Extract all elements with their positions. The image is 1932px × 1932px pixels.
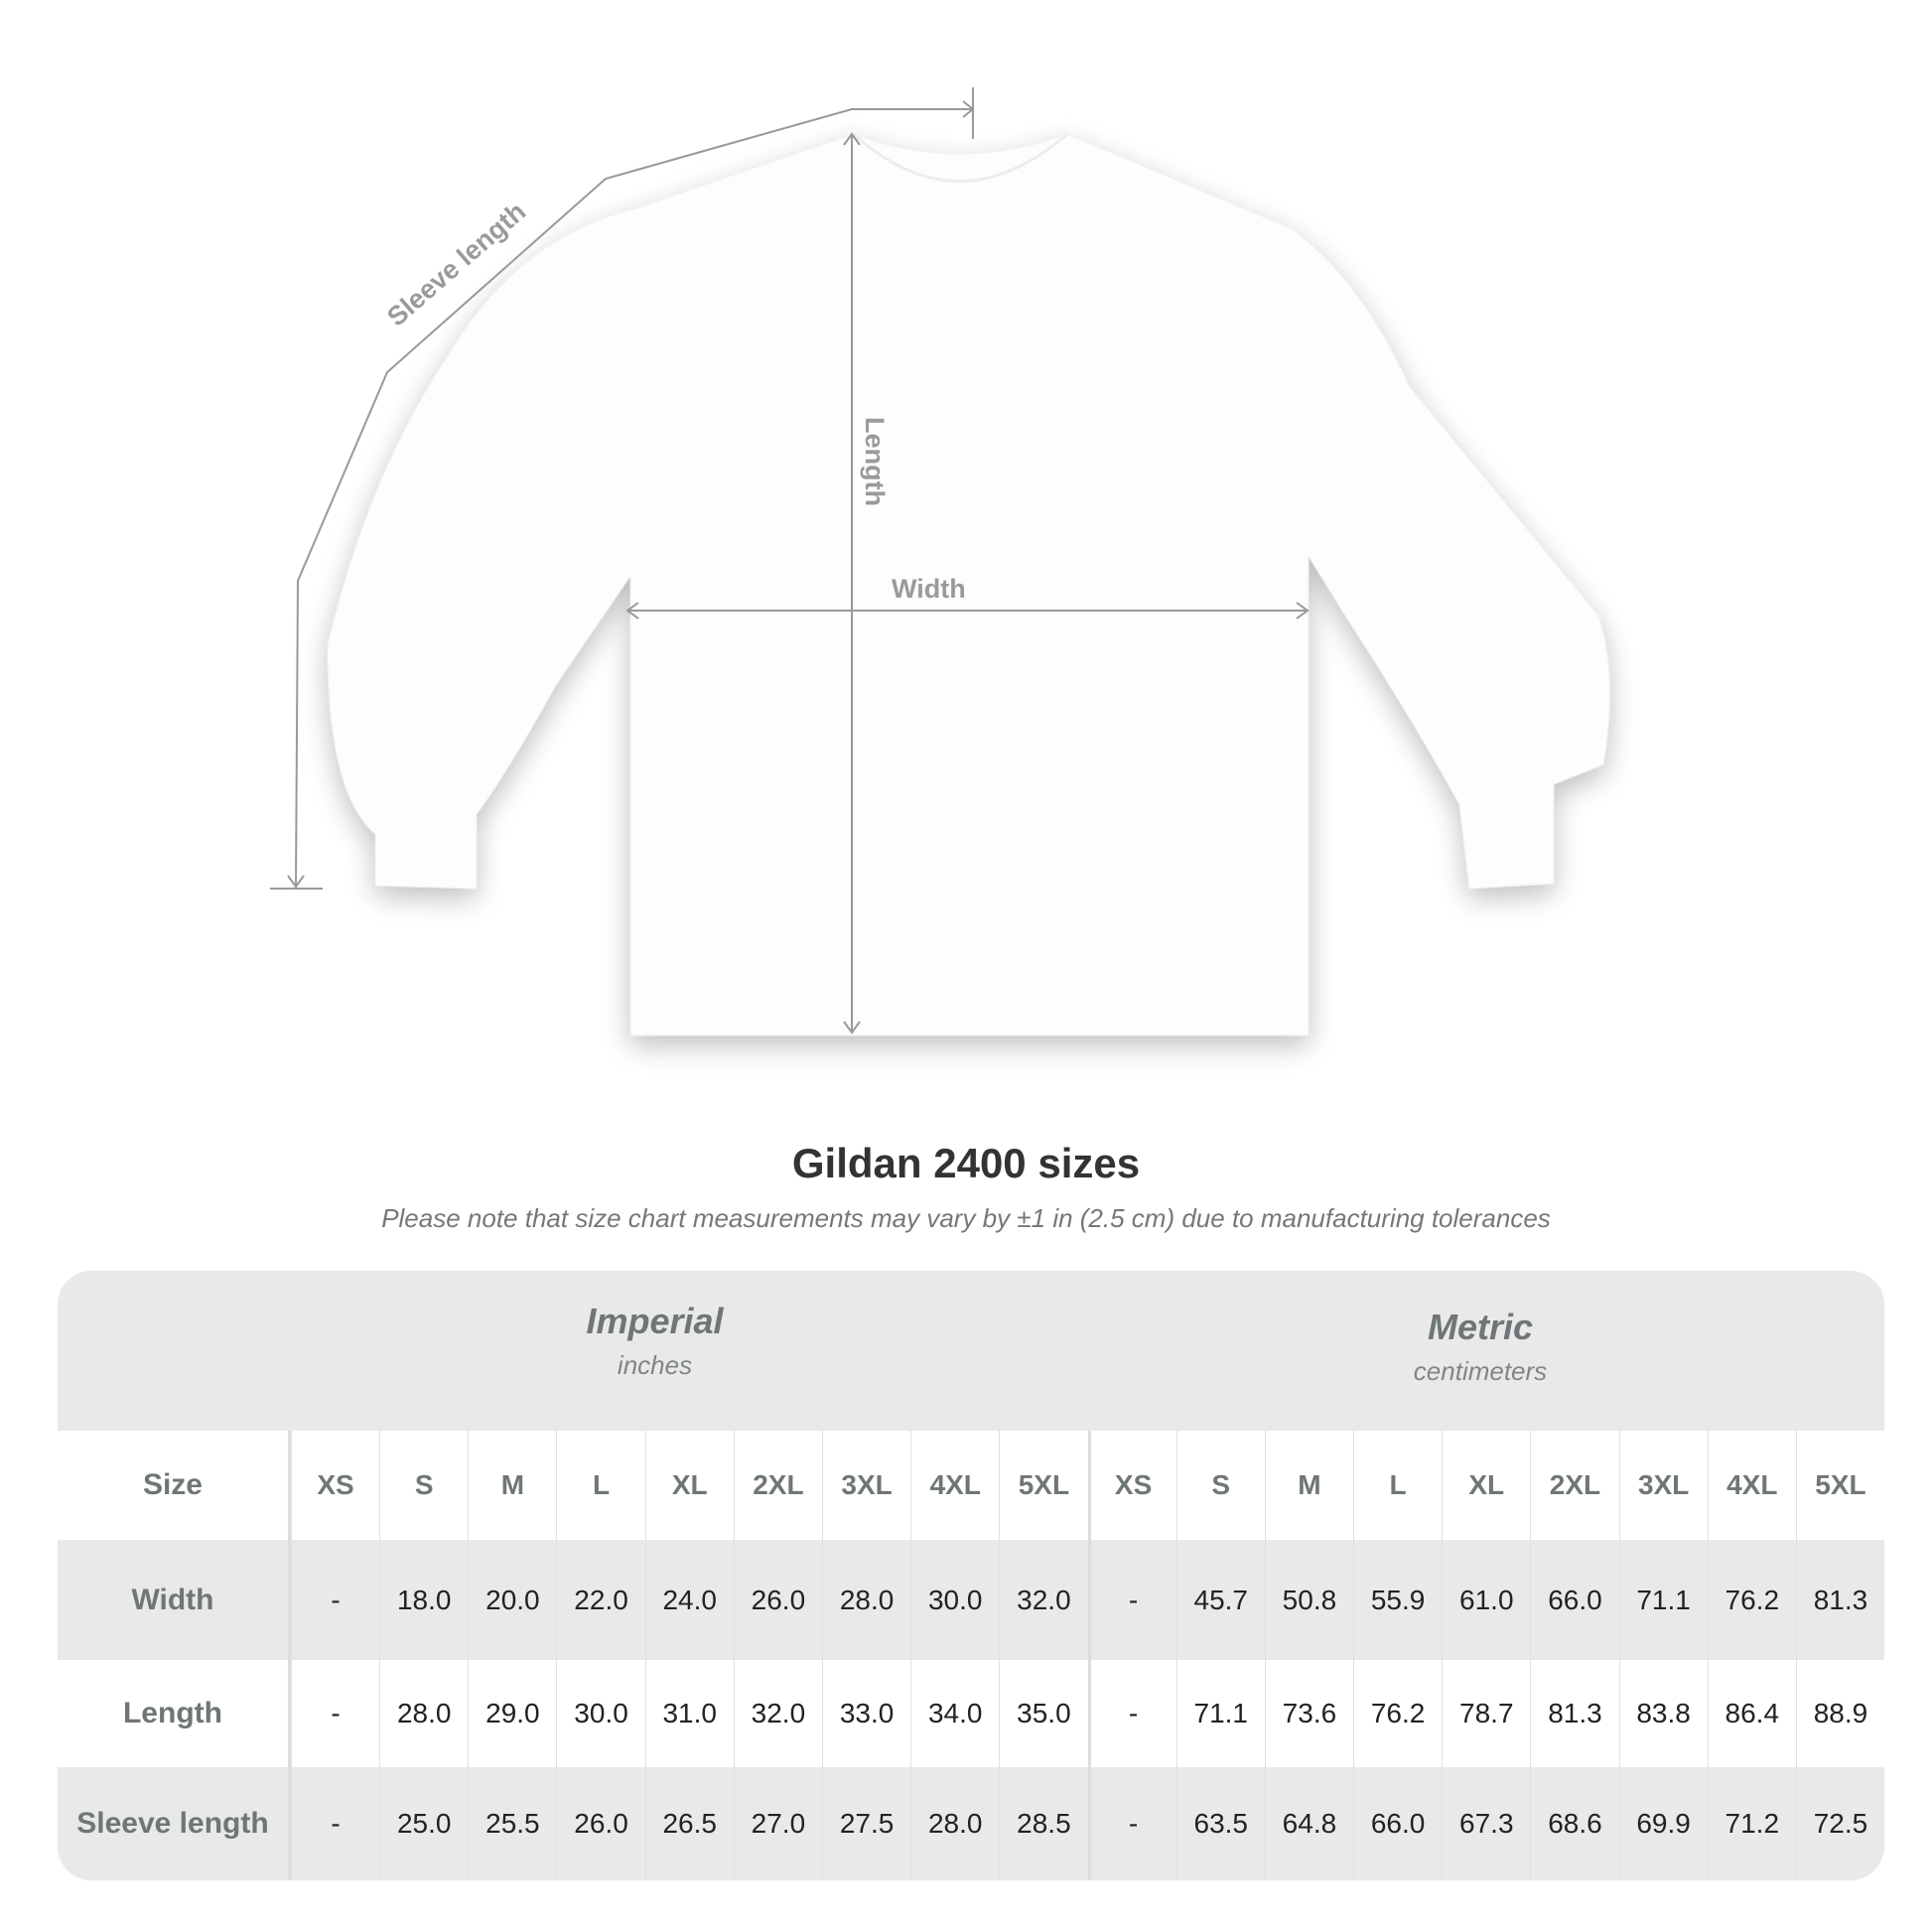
- size-table: Imperial inches Metric centimeters Size X…: [58, 1271, 1884, 1880]
- size-m-imperial: M: [468, 1431, 556, 1540]
- size-4xl-imperial: 4XL: [910, 1431, 999, 1540]
- size-xs-metric: XS: [1087, 1431, 1176, 1540]
- value-cell: 71.2: [1707, 1767, 1796, 1880]
- sleeve-length-measure: [270, 87, 975, 890]
- row-label: Width: [58, 1540, 291, 1660]
- size-l-metric: L: [1353, 1431, 1442, 1540]
- table-row: Length -28.0 29.0 30.0 31.0 32.0 33.0 34.0 35.0-…: [58, 1660, 1884, 1767]
- tolerance-note: Please note that size chart measurements…: [381, 1203, 1551, 1233]
- value-cell: 24.0: [644, 1540, 734, 1660]
- value-cell: 71.1: [1618, 1540, 1708, 1660]
- value-cell: 20.0: [468, 1540, 556, 1660]
- size-xl-metric: XL: [1442, 1431, 1530, 1540]
- size-s-metric: S: [1175, 1431, 1265, 1540]
- value-cell: 86.4: [1707, 1660, 1796, 1767]
- size-3xl-imperial: 3XL: [821, 1431, 910, 1540]
- value-cell: 22.0: [556, 1540, 644, 1660]
- value-cell: 31.0: [644, 1660, 734, 1767]
- size-header-label: Size: [58, 1431, 291, 1540]
- value-cell: 76.2: [1353, 1660, 1442, 1767]
- value-cell: 28.5: [999, 1767, 1087, 1880]
- value-cell: 88.9: [1795, 1660, 1884, 1767]
- value-cell: -: [290, 1660, 379, 1767]
- value-cell: 35.0: [999, 1660, 1087, 1767]
- value-cell: 68.6: [1530, 1767, 1618, 1880]
- value-cell: 66.0: [1353, 1767, 1442, 1880]
- metric-unit: centimeters: [1413, 1356, 1548, 1386]
- value-cell: 83.8: [1618, 1660, 1708, 1767]
- imperial-unit: inches: [617, 1350, 693, 1380]
- size-5xl-metric: 5XL: [1795, 1431, 1884, 1540]
- metric-title: Metric: [1427, 1307, 1534, 1347]
- width-measure: [625, 602, 1310, 620]
- value-cell: 27.0: [733, 1767, 822, 1880]
- value-cell: 26.0: [733, 1540, 822, 1660]
- size-4xl-metric: 4XL: [1707, 1431, 1796, 1540]
- table-row: Width -18.0 20.0 22.0 24.0 26.0 28.0 30.0 32.0-4…: [58, 1540, 1884, 1660]
- width-label: Width: [892, 574, 966, 604]
- value-cell: 32.0: [733, 1660, 822, 1767]
- value-cell: -: [1087, 1660, 1176, 1767]
- value-cell: 64.8: [1264, 1767, 1353, 1880]
- value-cell: 73.6: [1264, 1660, 1353, 1767]
- value-cell: 30.0: [910, 1540, 999, 1660]
- value-cell: 18.0: [379, 1540, 468, 1660]
- value-cell: 50.8: [1264, 1540, 1353, 1660]
- value-cell: 25.5: [468, 1767, 556, 1880]
- value-cell: 25.0: [379, 1767, 468, 1880]
- value-cell: 27.5: [821, 1767, 910, 1880]
- value-cell: 61.0: [1442, 1540, 1530, 1660]
- table-row: Sleeve length -25.0 25.5 26.0 26.5 27.0 27.5 28…: [58, 1767, 1884, 1880]
- value-cell: 26.0: [556, 1767, 644, 1880]
- value-cell: 67.3: [1442, 1767, 1530, 1880]
- size-5xl-imperial: 5XL: [999, 1431, 1087, 1540]
- size-xs-imperial: XS: [290, 1431, 379, 1540]
- metric-header: Metric centimeters: [1076, 1271, 1884, 1466]
- value-cell: 28.0: [379, 1660, 468, 1767]
- imperial-title: Imperial: [586, 1301, 724, 1341]
- value-cell: 63.5: [1175, 1767, 1265, 1880]
- value-cell: 28.0: [821, 1540, 910, 1660]
- value-cell: 69.9: [1618, 1767, 1708, 1880]
- value-cell: 71.1: [1175, 1660, 1265, 1767]
- value-cell: 45.7: [1175, 1540, 1265, 1660]
- size-row: Size XS S M L XL 2XL 3XL 4XL 5XL XS S M L XL 2XL 3XL 4XL 5…: [58, 1431, 1884, 1540]
- value-cell: 28.0: [910, 1767, 999, 1880]
- size-3xl-metric: 3XL: [1618, 1431, 1708, 1540]
- shirt-shape: [327, 133, 1610, 1036]
- value-cell: -: [290, 1767, 379, 1880]
- imperial-header: Imperial inches: [291, 1271, 1019, 1460]
- value-cell: 66.0: [1530, 1540, 1618, 1660]
- size-m-metric: M: [1264, 1431, 1353, 1540]
- value-cell: 33.0: [821, 1660, 910, 1767]
- value-cell: 81.3: [1795, 1540, 1884, 1660]
- value-cell: 76.2: [1707, 1540, 1796, 1660]
- page-title: Gildan 2400 sizes: [791, 1140, 1141, 1186]
- size-s-imperial: S: [379, 1431, 468, 1540]
- value-cell: 55.9: [1353, 1540, 1442, 1660]
- value-cell: -: [1087, 1767, 1176, 1880]
- length-measure: [843, 132, 861, 1035]
- value-cell: 81.3: [1530, 1660, 1618, 1767]
- value-cell: 72.5: [1795, 1767, 1884, 1880]
- row-label: Length: [58, 1660, 291, 1767]
- value-cell: 32.0: [999, 1540, 1087, 1660]
- value-cell: 78.7: [1442, 1660, 1530, 1767]
- length-label: Length: [860, 417, 890, 506]
- row-label: Sleeve length: [58, 1767, 291, 1880]
- size-2xl-metric: 2XL: [1530, 1431, 1618, 1540]
- value-cell: -: [290, 1540, 379, 1660]
- value-cell: 34.0: [910, 1660, 999, 1767]
- value-cell: 30.0: [556, 1660, 644, 1767]
- value-cell: 29.0: [468, 1660, 556, 1767]
- value-cell: 26.5: [644, 1767, 734, 1880]
- size-xl-imperial: XL: [644, 1431, 734, 1540]
- size-2xl-imperial: 2XL: [733, 1431, 822, 1540]
- value-cell: -: [1087, 1540, 1176, 1660]
- size-l-imperial: L: [556, 1431, 644, 1540]
- shirt-diagram: Sleeve length Length Width: [270, 87, 1610, 1036]
